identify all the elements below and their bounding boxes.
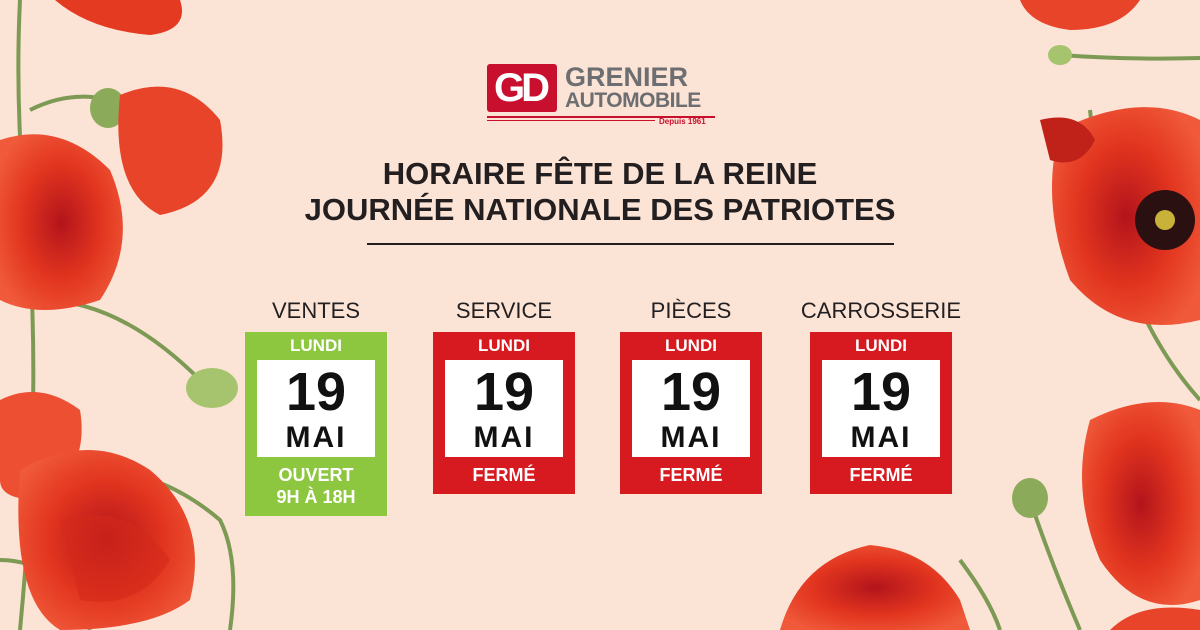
logo-mark: GD bbox=[487, 64, 557, 112]
card-status: FERMÉ bbox=[659, 465, 723, 485]
calendar-card-closed: LUNDI 19 MAI FERMÉ bbox=[810, 332, 952, 494]
dept-carrosserie: CARROSSERIE LUNDI 19 MAI FERMÉ bbox=[786, 296, 976, 494]
logo-mark-text: GD bbox=[494, 66, 550, 110]
card-month: MAI bbox=[285, 421, 347, 454]
logo-since: Depuis 1961 bbox=[659, 117, 706, 126]
dept-label: VENTES bbox=[271, 298, 361, 323]
logo-rule-thin bbox=[487, 120, 655, 121]
card-day: LUNDI bbox=[478, 336, 530, 355]
title-line1: HORAIRE FÊTE DE LA REINE bbox=[382, 156, 818, 191]
card-date: 19 MAI bbox=[632, 360, 750, 457]
card-date-number: 19 bbox=[850, 362, 912, 422]
dept-ventes: VENTES LUNDI 19 MAI OUVERT 9H À 18H bbox=[221, 296, 411, 516]
dept-label: CARROSSERIE bbox=[800, 298, 962, 323]
page-title: HORAIRE FÊTE DE LA REINE JOURNÉE NATIONA… bbox=[300, 156, 900, 228]
dept-pieces: PIÈCES LUNDI 19 MAI FERMÉ bbox=[596, 296, 786, 494]
card-date: 19 MAI bbox=[257, 360, 375, 457]
logo-name: GRENIER AUTOMOBILE bbox=[565, 62, 701, 113]
grenier-automobile-logo: GD GRENIER AUTOMOBILE Depuis 1961 bbox=[487, 64, 717, 126]
calendar-card-closed: LUNDI 19 MAI FERMÉ bbox=[433, 332, 575, 494]
card-date-number: 19 bbox=[473, 362, 535, 422]
card-day: LUNDI bbox=[855, 336, 907, 355]
dept-service: SERVICE LUNDI 19 MAI FERMÉ bbox=[409, 296, 599, 494]
card-date: 19 MAI bbox=[822, 360, 940, 457]
dept-label: PIÈCES bbox=[650, 298, 732, 323]
card-day: LUNDI bbox=[290, 336, 342, 355]
calendar-card-open: LUNDI 19 MAI OUVERT 9H À 18H bbox=[245, 332, 387, 516]
dept-label: SERVICE bbox=[455, 298, 553, 323]
card-status: OUVERT 9H À 18H bbox=[245, 457, 387, 516]
card-day: LUNDI bbox=[665, 336, 717, 355]
calendar-card-closed: LUNDI 19 MAI FERMÉ bbox=[620, 332, 762, 494]
card-month: MAI bbox=[850, 421, 912, 454]
card-date-number: 19 bbox=[660, 362, 722, 422]
card-date: 19 MAI bbox=[445, 360, 563, 457]
title-line2: JOURNÉE NATIONALE DES PATRIOTES bbox=[304, 192, 896, 227]
title-divider bbox=[367, 243, 894, 245]
card-date-number: 19 bbox=[285, 362, 347, 422]
card-status: FERMÉ bbox=[849, 465, 913, 485]
card-month: MAI bbox=[660, 421, 722, 454]
card-month: MAI bbox=[473, 421, 535, 454]
logo-name-line2: AUTOMOBILE bbox=[565, 89, 701, 112]
card-status: FERMÉ bbox=[472, 465, 536, 485]
logo-rule bbox=[487, 116, 715, 118]
logo-name-line1: GRENIER bbox=[565, 62, 689, 92]
status-text: OUVERT bbox=[278, 465, 354, 485]
status-hours: 9H À 18H bbox=[276, 487, 356, 507]
